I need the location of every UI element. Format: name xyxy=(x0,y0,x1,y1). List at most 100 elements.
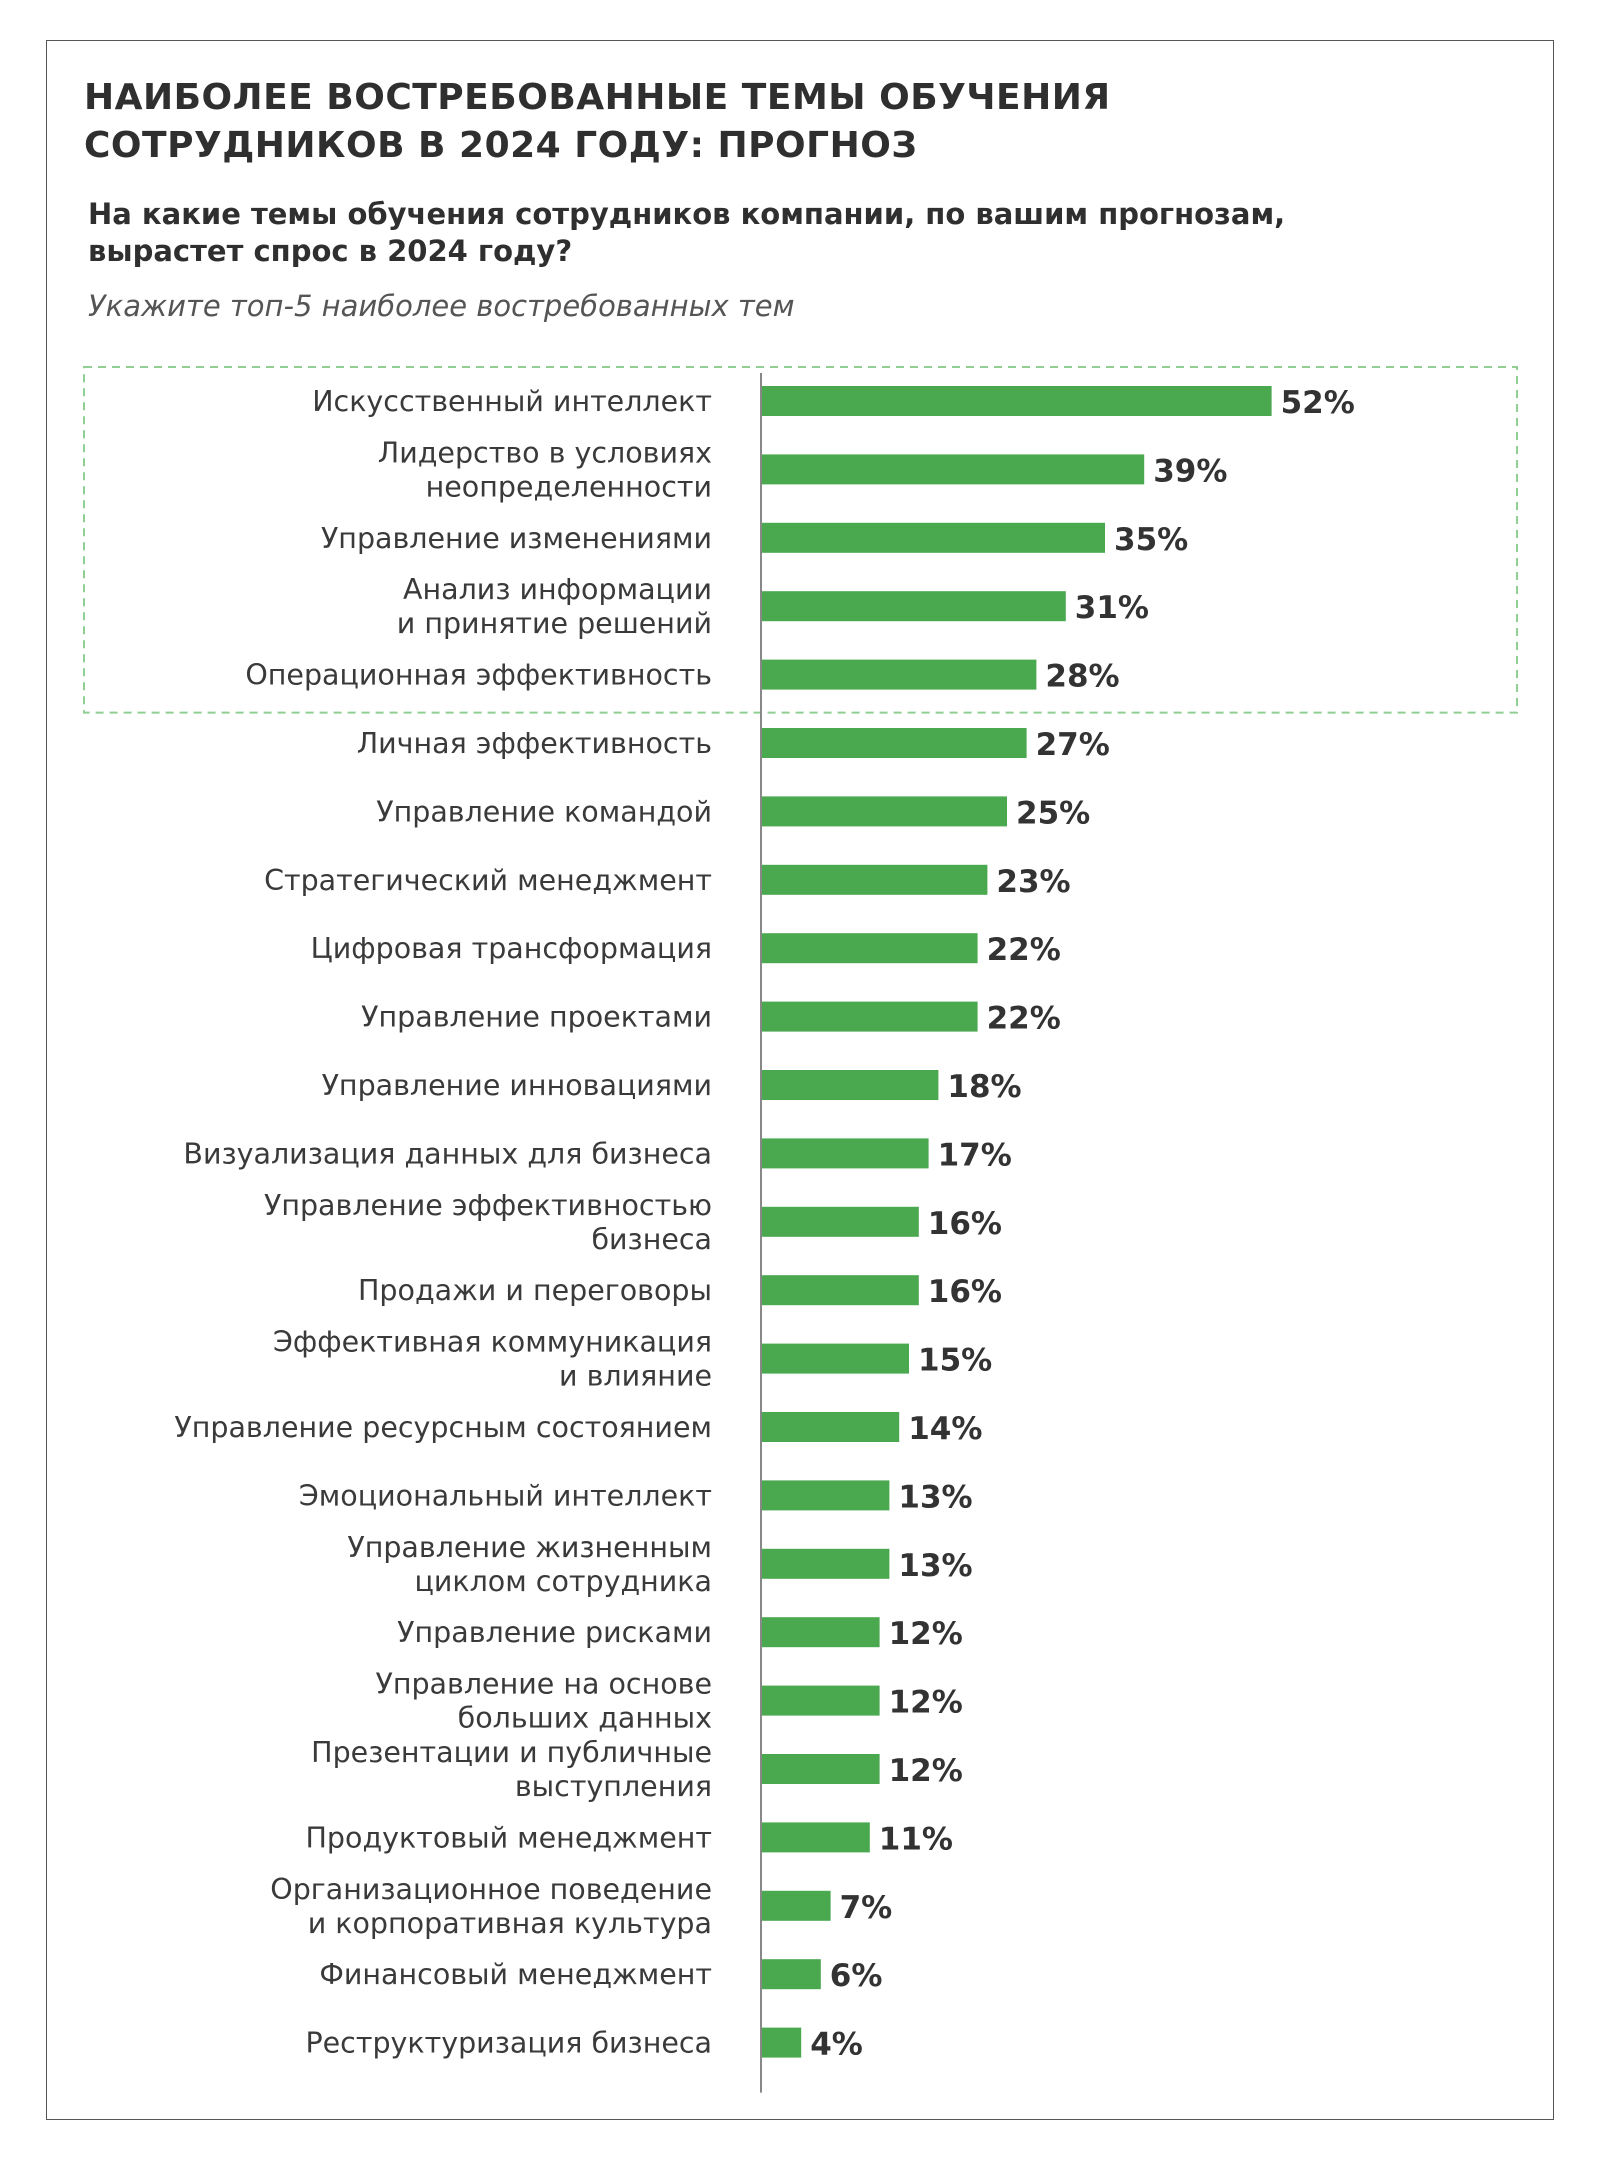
value-label: 12% xyxy=(889,1753,963,1789)
bar xyxy=(762,1070,939,1100)
category-label: Управление командой xyxy=(376,795,712,828)
category-label-line: Управление жизненным xyxy=(347,1531,712,1564)
category-label-line: Финансовый менеджмент xyxy=(319,1958,712,1991)
value-label: 39% xyxy=(1153,453,1227,489)
chart-title-line-1: НАИБОЛЕЕ ВОСТРЕБОВАННЫЕ ТЕМЫ ОБУЧЕНИЯ xyxy=(84,77,1111,118)
category-label: Операционная эффективность xyxy=(245,659,712,692)
category-label-line: выступления xyxy=(515,1770,712,1803)
category-label-line: и корпоративная культура xyxy=(308,1907,712,1940)
category-label-line: Управление командой xyxy=(376,795,712,828)
category-label: Личная эффективность xyxy=(357,727,712,760)
value-label: 13% xyxy=(898,1479,972,1515)
bar xyxy=(762,1890,831,1921)
category-label: Продуктовый менеджмент xyxy=(305,1821,712,1854)
category-label: Управление ресурсным состоянием xyxy=(174,1411,712,1444)
category-label-line: бизнеса xyxy=(591,1223,712,1256)
value-label: 12% xyxy=(889,1616,963,1652)
value-label: 6% xyxy=(830,1958,883,1994)
bar xyxy=(762,796,1007,827)
category-label-line: Презентации и публичные xyxy=(311,1736,712,1769)
category-label-line: и принятие решений xyxy=(397,607,712,640)
chart-title: НАИБОЛЕЕ ВОСТРЕБОВАННЫЕ ТЕМЫ ОБУЧЕНИЯ СО… xyxy=(84,74,1384,170)
category-label-line: Продажи и переговоры xyxy=(358,1274,712,1307)
bar xyxy=(762,1822,870,1853)
category-label-line: циклом сотрудника xyxy=(414,1565,712,1598)
bar xyxy=(762,454,1145,485)
category-label-line: Управление инновациями xyxy=(322,1069,712,1102)
category-label-line: Управление эффективностью xyxy=(264,1189,712,1222)
category-label-line: Эмоциональный интеллект xyxy=(299,1479,712,1512)
category-label-line: Цифровая трансформация xyxy=(311,932,712,965)
category-label-line: Визуализация данных для бизнеса xyxy=(183,1137,712,1170)
value-label: 4% xyxy=(810,2027,863,2063)
value-label: 7% xyxy=(840,1890,893,1926)
category-label: Эмоциональный интеллект xyxy=(299,1479,712,1512)
value-label: 31% xyxy=(1075,590,1149,626)
bar xyxy=(762,1617,880,1648)
category-label: Организационное поведение и корпоративная… xyxy=(270,1873,712,1940)
category-label: Презентации и публичные выступления xyxy=(311,1736,712,1803)
category-label: Управление изменениями xyxy=(321,522,712,555)
survey-question: На какие темы обучения сотрудников компа… xyxy=(88,196,1438,270)
category-label-line: и влияние xyxy=(559,1360,712,1393)
value-label: 11% xyxy=(879,1821,953,1857)
value-label: 28% xyxy=(1045,659,1119,695)
bar xyxy=(762,1685,880,1716)
category-label-line: неопределенности xyxy=(426,470,712,503)
category-label-line: Управление ресурсным состоянием xyxy=(174,1411,712,1444)
category-label: Эффективная коммуникация и влияние xyxy=(273,1326,712,1393)
category-label-line: Личная эффективность xyxy=(357,727,712,760)
category-label-line: Управление на основе xyxy=(375,1668,712,1701)
bar xyxy=(762,591,1066,622)
bar xyxy=(762,1001,978,1032)
value-label: 23% xyxy=(996,864,1070,900)
category-label-line: Управление проектами xyxy=(361,1001,712,1034)
category-label: Управление проектами xyxy=(361,1001,712,1034)
category-label: Цифровая трансформация xyxy=(311,932,712,965)
value-label: 27% xyxy=(1036,727,1110,763)
value-label: 16% xyxy=(928,1206,1002,1242)
category-label-line: Анализ информации xyxy=(403,573,712,606)
value-label: 22% xyxy=(987,932,1061,968)
category-label-line: больших данных xyxy=(458,1702,712,1735)
category-label: Продажи и переговоры xyxy=(358,1274,712,1307)
category-label-line: Лидерство в условиях xyxy=(378,436,712,469)
category-label-line: Стратегический менеджмент xyxy=(264,864,712,897)
category-label: Финансовый менеджмент xyxy=(319,1958,712,1991)
bar xyxy=(762,1754,880,1784)
value-label: 52% xyxy=(1281,385,1355,421)
value-label: 22% xyxy=(987,1001,1061,1037)
value-label: 16% xyxy=(928,1274,1002,1310)
bar xyxy=(762,1275,919,1306)
bar xyxy=(762,864,988,895)
value-label: 15% xyxy=(918,1343,992,1379)
bar xyxy=(762,659,1037,690)
value-label: 13% xyxy=(898,1548,972,1584)
bar xyxy=(762,728,1027,758)
category-label: Управление на основе больших данных xyxy=(375,1668,712,1735)
bar xyxy=(762,1480,890,1511)
category-label: Управление рисками xyxy=(397,1616,712,1649)
category-label: Управление инновациями xyxy=(322,1069,712,1102)
category-label: Анализ информации и принятие решений xyxy=(397,573,712,640)
bar xyxy=(762,2027,802,2058)
category-label: Управление жизненным циклом сотрудника xyxy=(347,1531,712,1598)
bar xyxy=(762,386,1272,416)
category-label-line: Операционная эффективность xyxy=(245,659,712,692)
value-label: 12% xyxy=(889,1685,963,1721)
bar xyxy=(762,1959,821,1990)
category-label-line: Искусственный интеллект xyxy=(312,385,712,418)
bar xyxy=(762,1138,929,1169)
category-label-line: Продуктовый менеджмент xyxy=(305,1821,712,1854)
chart-frame xyxy=(46,40,1554,2120)
category-label: Визуализация данных для бизнеса xyxy=(183,1137,712,1170)
value-label: 17% xyxy=(938,1137,1012,1173)
value-label: 18% xyxy=(947,1069,1021,1105)
category-label: Стратегический менеджмент xyxy=(264,864,712,897)
category-label: Управление эффективностью бизнеса xyxy=(264,1189,712,1256)
survey-instruction: Укажите топ-5 наиболее востребованных те… xyxy=(88,289,795,323)
bar xyxy=(762,1412,900,1442)
bar xyxy=(762,1548,890,1579)
bar xyxy=(762,522,1105,553)
